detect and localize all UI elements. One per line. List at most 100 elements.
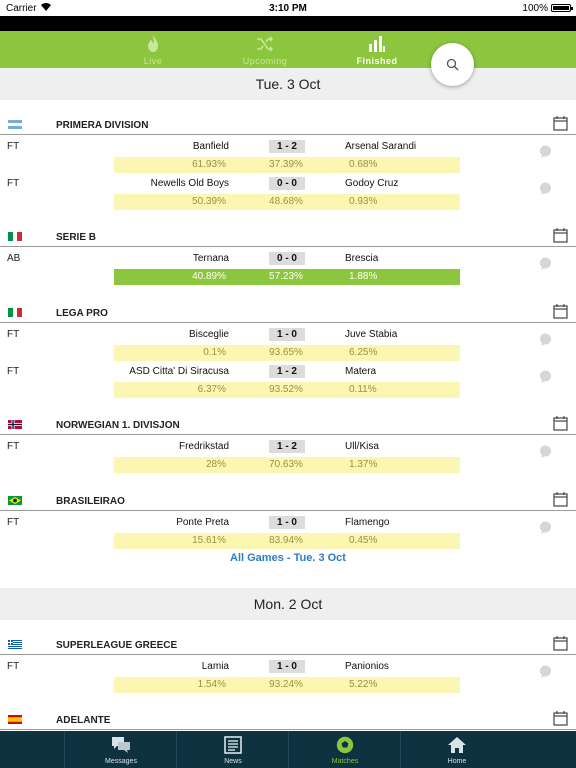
- tab-finished[interactable]: Finished: [327, 31, 427, 68]
- score: 0 - 0: [269, 252, 305, 265]
- score: 1 - 2: [269, 440, 305, 453]
- odds-bar: 40.89% 57.23% 1.88%: [114, 269, 460, 285]
- soccer-ball-icon: [336, 736, 354, 754]
- home-icon: [448, 737, 466, 753]
- tab-upcoming[interactable]: Upcoming: [215, 31, 315, 68]
- nav-home[interactable]: Home: [400, 731, 512, 768]
- chat-icon[interactable]: [539, 145, 552, 158]
- calendar-icon[interactable]: [553, 636, 568, 651]
- tab-live[interactable]: Live: [103, 31, 203, 68]
- calendar-icon[interactable]: [553, 116, 568, 131]
- league-name: NORWEGIAN 1. DIVISJON: [56, 420, 180, 431]
- chat-icon[interactable]: [539, 182, 552, 195]
- draw-odds: 48.68%: [269, 196, 303, 207]
- wifi-icon: [41, 3, 51, 11]
- battery-percent: 100%: [522, 3, 548, 14]
- chat-icon[interactable]: [539, 445, 552, 458]
- chat-icon[interactable]: [539, 665, 552, 678]
- calendar-icon[interactable]: [553, 492, 568, 507]
- home-win-odds: 61.93%: [192, 159, 226, 170]
- home-team: ASD Citta' Di Siracusa: [129, 366, 229, 377]
- home-team: Banfield: [192, 141, 229, 152]
- calendar-icon[interactable]: [553, 711, 568, 726]
- battery-icon: [551, 4, 573, 12]
- away-team: Brescia: [345, 253, 379, 264]
- home-win-odds: 40.89%: [192, 271, 226, 282]
- nav-news[interactable]: News: [176, 731, 288, 768]
- league-header[interactable]: NORWEGIAN 1. DIVISJON: [0, 415, 576, 435]
- league-header[interactable]: SUPERLEAGUE GREECE: [0, 635, 576, 655]
- greece-flag-icon: [8, 640, 22, 649]
- calendar-icon[interactable]: [553, 304, 568, 319]
- home-win-odds: 6.37%: [197, 384, 226, 395]
- match-row[interactable]: FT Fredrikstad 1 - 2 Ull/Kisa 28% 70.63%…: [0, 437, 576, 474]
- score: 1 - 2: [269, 140, 305, 153]
- nav-label: News: [224, 758, 242, 765]
- league-header[interactable]: LEGA PRO: [0, 303, 576, 323]
- calendar-icon[interactable]: [553, 228, 568, 243]
- calendar-icon[interactable]: [553, 416, 568, 431]
- away-win-odds: 1.37%: [349, 459, 378, 470]
- home-team: Ternana: [192, 253, 229, 264]
- league-name: LEGA PRO: [56, 308, 108, 319]
- match-status: FT: [7, 329, 20, 340]
- news-icon: [224, 736, 242, 754]
- away-win-odds: 6.25%: [349, 347, 378, 358]
- nav-matches[interactable]: Matches: [288, 731, 400, 768]
- tab-label: Finished: [356, 56, 398, 66]
- league-header[interactable]: SERIE B: [0, 227, 576, 247]
- home-team: Lamia: [201, 661, 229, 672]
- match-row[interactable]: FT Newells Old Boys 0 - 0 Godoy Cruz 50.…: [0, 174, 576, 211]
- carrier-label: Carrier: [6, 3, 37, 14]
- match-status: FT: [7, 178, 20, 189]
- chat-icon[interactable]: [539, 257, 552, 270]
- bottom-tab-bar: Messages News Matches Home: [0, 731, 576, 768]
- score: 1 - 0: [269, 660, 305, 673]
- bar-chart-icon: [369, 36, 385, 52]
- tab-label: Upcoming: [242, 56, 288, 66]
- match-row[interactable]: FT Lamia 1 - 0 Panionios 1.54% 93.24% 5.…: [0, 657, 576, 694]
- odds-bar: 6.37% 93.52% 0.11%: [114, 382, 460, 398]
- odds-bar: 61.93% 37.39% 0.68%: [114, 157, 460, 173]
- draw-odds: 37.39%: [269, 159, 303, 170]
- match-row[interactable]: FT Ponte Preta 1 - 0 Flamengo 15.61% 83.…: [0, 513, 576, 550]
- argentina-flag-icon: [8, 120, 22, 129]
- search-icon: [446, 58, 459, 71]
- search-button[interactable]: [431, 43, 474, 86]
- home-team: Fredrikstad: [178, 441, 229, 452]
- chat-icon[interactable]: [539, 370, 552, 383]
- match-row[interactable]: FT Bisceglie 1 - 0 Juve Stabia 0.1% 93.6…: [0, 325, 576, 362]
- home-team: Newells Old Boys: [150, 178, 229, 189]
- nav-label: Messages: [105, 758, 137, 765]
- chat-icon[interactable]: [539, 333, 552, 346]
- score: 1 - 0: [269, 328, 305, 341]
- home-team: Ponte Preta: [176, 517, 229, 528]
- away-team: Panionios: [345, 661, 389, 672]
- odds-bar: 50.39% 48.68% 0.93%: [114, 194, 460, 210]
- clock: 3:10 PM: [269, 3, 307, 14]
- odds-bar: 0.1% 93.65% 6.25%: [114, 345, 460, 361]
- league-name: SUPERLEAGUE GREECE: [56, 640, 178, 651]
- all-games-link[interactable]: All Games - Tue. 3 Oct: [230, 552, 346, 564]
- spain-flag-icon: [8, 715, 22, 724]
- league-header[interactable]: PRIMERA DIVISION: [0, 115, 576, 135]
- league-header[interactable]: ADELANTE: [0, 710, 576, 730]
- league-name: ADELANTE: [56, 715, 111, 726]
- draw-odds: 83.94%: [269, 535, 303, 546]
- match-status: FT: [7, 661, 20, 672]
- away-team: Matera: [345, 366, 377, 377]
- league-name: PRIMERA DIVISION: [56, 120, 149, 131]
- match-row[interactable]: AB Ternana 0 - 0 Brescia 40.89% 57.23% 1…: [0, 249, 576, 286]
- match-row[interactable]: FT Banfield 1 - 2 Arsenal Sarandi 61.93%…: [0, 137, 576, 174]
- away-win-odds: 0.45%: [349, 535, 378, 546]
- match-row[interactable]: FT ASD Citta' Di Siracusa 1 - 2 Matera 6…: [0, 362, 576, 399]
- draw-odds: 93.52%: [269, 384, 303, 395]
- away-win-odds: 1.88%: [349, 271, 378, 282]
- chat-icon[interactable]: [539, 521, 552, 534]
- tab-label: Live: [143, 56, 163, 66]
- score: 1 - 0: [269, 516, 305, 529]
- nav-label: Matches: [331, 758, 359, 765]
- score: 1 - 2: [269, 365, 305, 378]
- league-header[interactable]: BRASILEIRAO: [0, 491, 576, 511]
- nav-messages[interactable]: Messages: [64, 731, 176, 768]
